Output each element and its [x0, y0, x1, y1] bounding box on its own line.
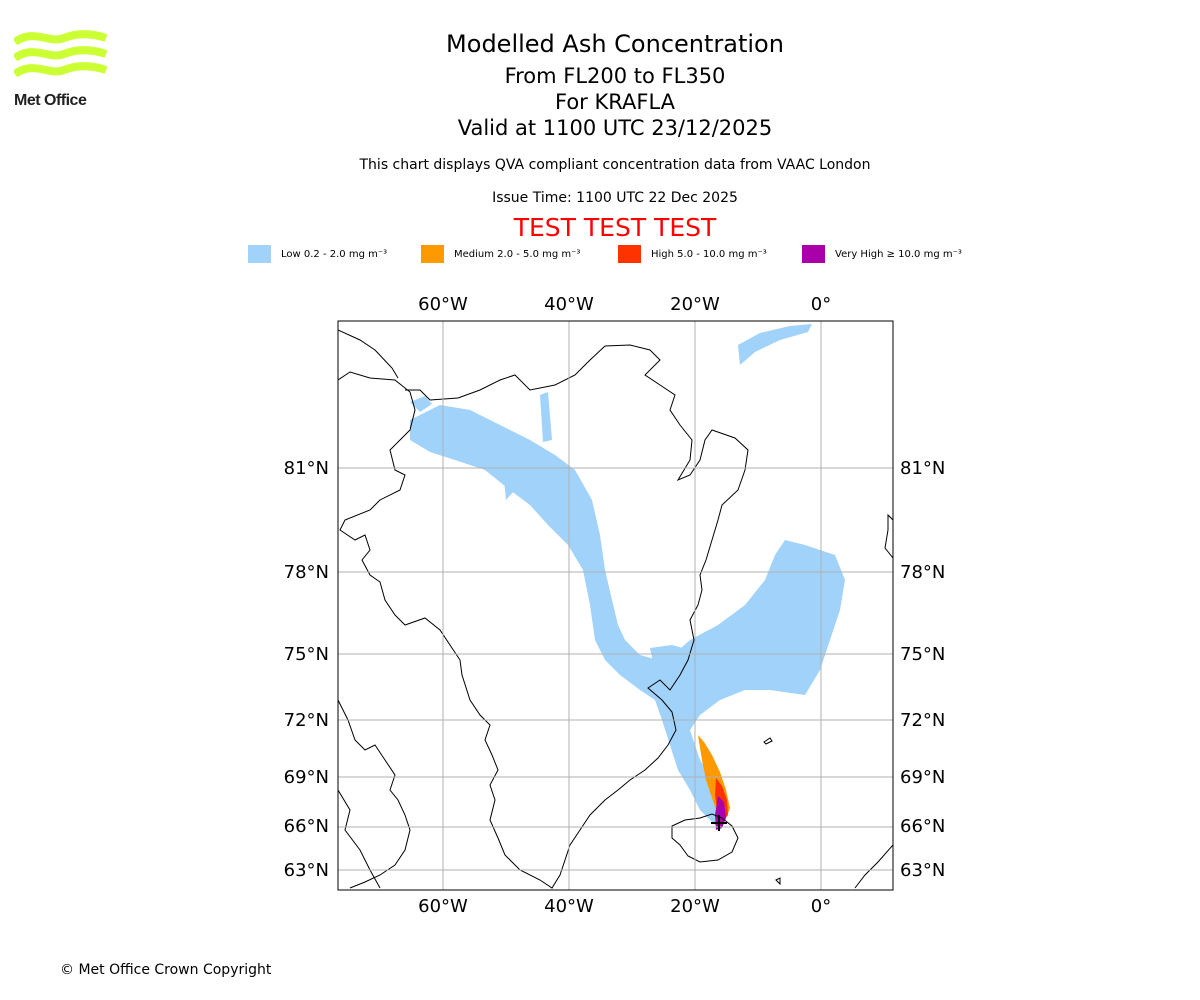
ash-low-plume-main	[410, 405, 845, 830]
iceland-coast	[671, 813, 739, 863]
legend-item-high: High 5.0 - 10.0 mg m⁻³	[618, 244, 767, 264]
lon-label-top: 0°	[811, 294, 831, 315]
lon-label-top: 40°W	[544, 294, 594, 315]
volcano-cross-icon	[711, 815, 727, 831]
labrador-coast	[338, 789, 381, 889]
test-banner: TEST TEST TEST	[513, 213, 717, 242]
lon-label-top: 20°W	[670, 294, 720, 315]
lat-label-right: 63°N	[900, 860, 945, 881]
ellesmere-coast	[338, 329, 399, 379]
ash-low-layer	[410, 324, 845, 830]
legend-item-very-high: Very High ≥ 10.0 mg m⁻³	[802, 244, 962, 264]
baffin-coast	[338, 699, 411, 889]
legend-label-low: Low 0.2 - 2.0 mg m⁻³	[281, 248, 388, 260]
ash-low-patch-mid	[650, 645, 690, 672]
qva-notice: This chart displays QVA compliant concen…	[359, 157, 871, 173]
lon-label-bottom: 40°W	[544, 896, 594, 917]
jan-mayen	[763, 737, 773, 745]
legend-label-very-high: Very High ≥ 10.0 mg m⁻³	[835, 248, 962, 260]
ash-low-patch-ne	[738, 324, 812, 365]
faroe-islands	[775, 877, 781, 886]
greenland-coast	[338, 344, 749, 889]
lat-label-left: 63°N	[284, 860, 329, 881]
met-office-logo: Met Office	[12, 30, 108, 112]
lat-label-left: 75°N	[284, 644, 329, 665]
met-office-wave-logo-icon	[12, 30, 108, 78]
lon-label-bottom: 60°W	[418, 896, 468, 917]
valid-time-subtitle: Valid at 1100 UTC 23/12/2025	[457, 116, 773, 140]
ash-very-high-area	[715, 796, 726, 830]
legend-item-low: Low 0.2 - 2.0 mg m⁻³	[248, 244, 387, 264]
legend-swatch-low	[248, 245, 271, 263]
lat-label-left: 69°N	[284, 767, 329, 788]
lat-label-right: 66°N	[900, 816, 945, 837]
lat-label-left: 72°N	[284, 710, 329, 731]
ash-low-streak-north	[410, 396, 432, 412]
lat-label-right: 72°N	[900, 710, 945, 731]
legend-item-medium: Medium 2.0 - 5.0 mg m⁻³	[421, 244, 580, 264]
flight-level-subtitle: From FL200 to FL350	[504, 64, 726, 88]
ash-low-streak-2	[540, 392, 552, 442]
lon-label-bottom: 0°	[811, 896, 831, 917]
graticule	[338, 321, 893, 890]
map-frame	[337, 320, 894, 891]
lat-label-right: 81°N	[900, 458, 945, 479]
logo-text: Met Office	[14, 92, 87, 109]
legend-label-medium: Medium 2.0 - 5.0 mg m⁻³	[454, 248, 581, 260]
lon-label-bottom: 20°W	[670, 896, 720, 917]
chart-title: Modelled Ash Concentration	[446, 30, 784, 58]
legend-swatch-high	[618, 245, 641, 263]
lat-labels-left: 81°N 78°N 75°N 72°N 69°N 66°N 63°N	[284, 458, 329, 881]
lat-label-left: 81°N	[284, 458, 329, 479]
legend-label-high: High 5.0 - 10.0 mg m⁻³	[651, 248, 767, 260]
copyright-notice: © Met Office Crown Copyright	[60, 962, 272, 978]
lon-labels-top: 60°W 40°W 20°W 0°	[418, 294, 831, 315]
lon-labels-bottom: 60°W 40°W 20°W 0°	[418, 896, 831, 917]
lat-label-right: 78°N	[900, 562, 945, 583]
legend-swatch-very-high	[802, 245, 825, 263]
legend-swatch-medium	[421, 245, 444, 263]
issue-time: Issue Time: 1100 UTC 22 Dec 2025	[492, 190, 738, 206]
lat-labels-right: 81°N 78°N 75°N 72°N 69°N 66°N 63°N	[900, 458, 945, 881]
lat-label-left: 66°N	[284, 816, 329, 837]
lat-label-left: 78°N	[284, 562, 329, 583]
svalbard-coast	[884, 513, 893, 559]
lat-label-right: 69°N	[900, 767, 945, 788]
lon-label-top: 60°W	[418, 294, 468, 315]
lat-label-right: 75°N	[900, 644, 945, 665]
norway-coast	[854, 844, 893, 889]
volcano-subtitle: For KRAFLA	[555, 90, 675, 114]
